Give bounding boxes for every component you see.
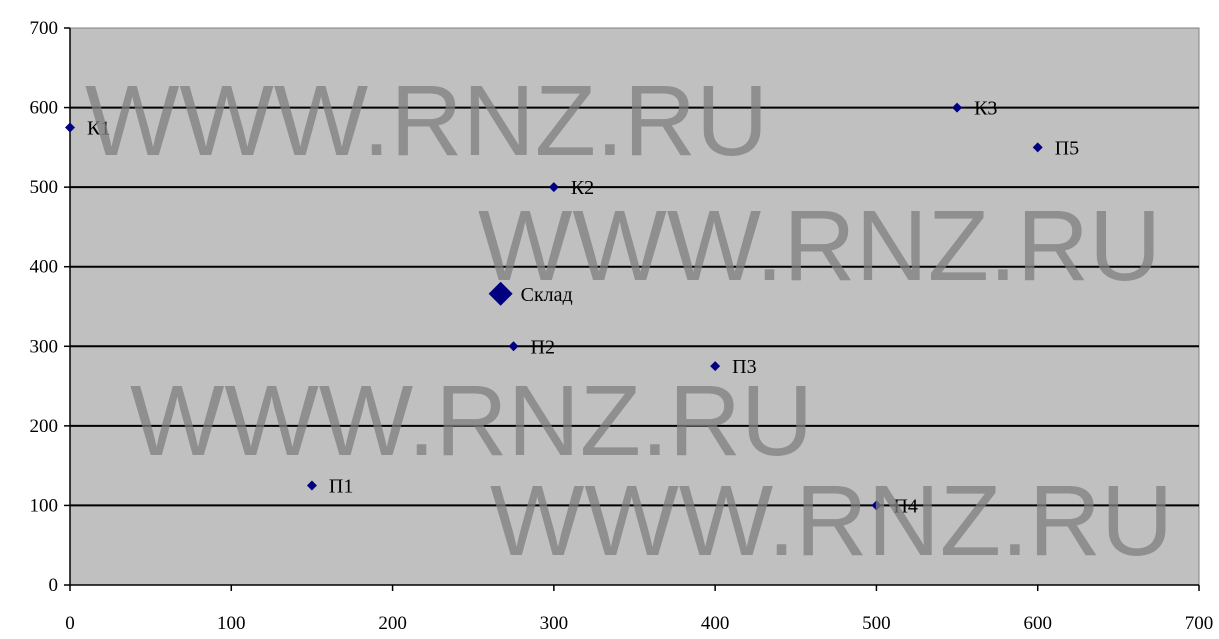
- x-tick-label: 300: [540, 613, 569, 634]
- x-tick-label: 400: [701, 613, 730, 634]
- watermark-layer: WWW.RNZ.RU WWW.RNZ.RU WWW.RNZ.RU WWW.RNZ…: [85, 65, 1173, 577]
- data-point-marker: [1032, 142, 1043, 153]
- data-point-label: Склад: [521, 284, 573, 306]
- data-point-label: К1: [87, 117, 110, 139]
- x-tick-label: 500: [862, 613, 891, 634]
- data-point-marker: [871, 500, 882, 511]
- data-points: К1 К2 К3 П5 Склад П2 П3 П1 П4: [65, 98, 1079, 517]
- y-tick-label: 0: [49, 575, 59, 596]
- data-point-label: К2: [571, 177, 594, 199]
- watermark-text: WWW.RNZ.RU: [130, 365, 813, 477]
- data-point-marker: [488, 281, 513, 306]
- watermark-text: WWW.RNZ.RU: [478, 190, 1161, 302]
- data-point-marker: [508, 341, 519, 352]
- y-tick-label: 700: [30, 18, 59, 39]
- y-tick-label: 500: [30, 177, 59, 198]
- x-tick-label: 700: [1185, 613, 1214, 634]
- axes: [69, 28, 1199, 586]
- y-tick-label: 300: [30, 336, 59, 357]
- grid-lines: [70, 106, 1199, 507]
- data-point-label: П1: [329, 476, 353, 498]
- data-point-label: П4: [893, 495, 917, 517]
- tick-labels: 0 100 200 300 400 500 600 700 0 100 200 300 400 500 60…: [30, 18, 1214, 634]
- y-tick-label: 400: [30, 257, 59, 278]
- watermark-text: WWW.RNZ.RU: [85, 65, 768, 177]
- x-tick-label: 0: [65, 613, 75, 634]
- data-point-label: П2: [531, 336, 555, 358]
- data-point-marker: [952, 102, 963, 113]
- data-point-label: П5: [1055, 137, 1079, 159]
- y-tick-label: 600: [30, 98, 59, 119]
- data-point-marker: [306, 480, 317, 491]
- y-tick-label: 200: [30, 416, 59, 437]
- x-tick-label: 600: [1023, 613, 1052, 634]
- plot-area: [69, 27, 1200, 586]
- data-point-marker: [548, 182, 559, 193]
- x-tick-label: 100: [217, 613, 246, 634]
- data-point-label: П3: [732, 356, 756, 378]
- data-point-label: К3: [974, 98, 997, 120]
- x-tick-label: 200: [378, 613, 407, 634]
- y-tick-label: 100: [30, 495, 59, 516]
- watermark-text: WWW.RNZ.RU: [490, 465, 1173, 577]
- data-point-marker: [65, 122, 75, 133]
- data-point-marker: [710, 361, 721, 372]
